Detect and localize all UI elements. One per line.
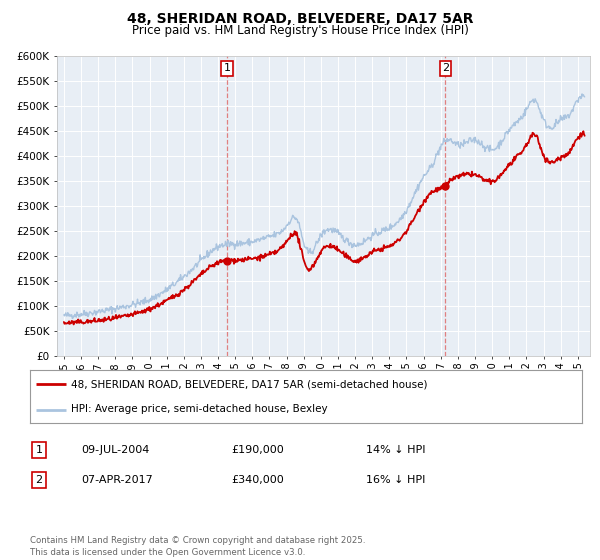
Text: 2: 2 (35, 475, 43, 485)
Text: £190,000: £190,000 (231, 445, 284, 455)
Text: 2: 2 (442, 63, 449, 73)
Text: 1: 1 (223, 63, 230, 73)
Text: £340,000: £340,000 (231, 475, 284, 485)
Text: 09-JUL-2004: 09-JUL-2004 (81, 445, 149, 455)
Text: 1: 1 (35, 445, 43, 455)
Text: 48, SHERIDAN ROAD, BELVEDERE, DA17 5AR (semi-detached house): 48, SHERIDAN ROAD, BELVEDERE, DA17 5AR (… (71, 380, 428, 390)
Text: 48, SHERIDAN ROAD, BELVEDERE, DA17 5AR: 48, SHERIDAN ROAD, BELVEDERE, DA17 5AR (127, 12, 473, 26)
Text: Price paid vs. HM Land Registry's House Price Index (HPI): Price paid vs. HM Land Registry's House … (131, 24, 469, 37)
Text: 16% ↓ HPI: 16% ↓ HPI (366, 475, 425, 485)
Text: 14% ↓ HPI: 14% ↓ HPI (366, 445, 425, 455)
Text: HPI: Average price, semi-detached house, Bexley: HPI: Average price, semi-detached house,… (71, 404, 328, 414)
Text: 07-APR-2017: 07-APR-2017 (81, 475, 153, 485)
Text: Contains HM Land Registry data © Crown copyright and database right 2025.
This d: Contains HM Land Registry data © Crown c… (30, 536, 365, 557)
